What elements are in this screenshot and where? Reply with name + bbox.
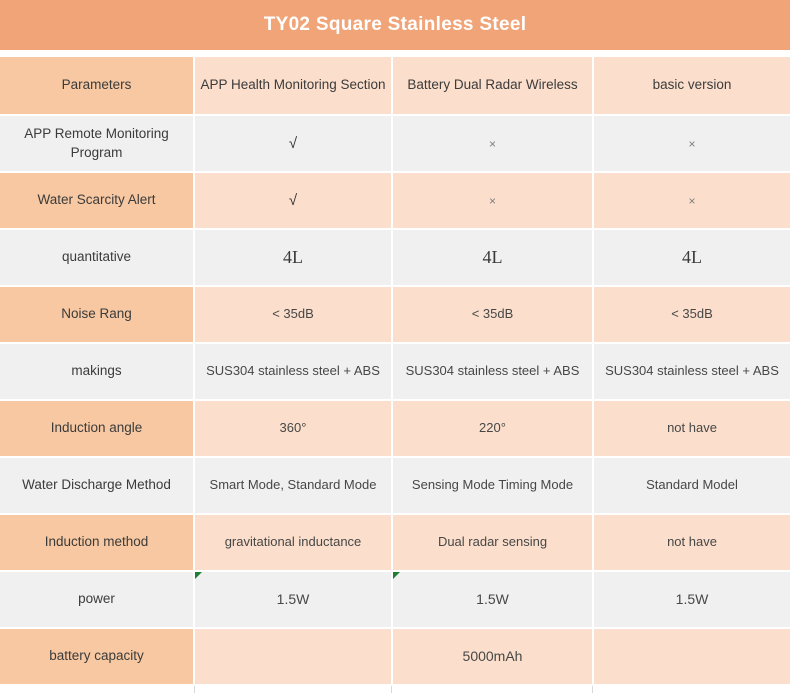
row-label: Noise Rang — [0, 287, 193, 342]
cell-value: 360° — [195, 401, 391, 456]
cell-value: Standard Model — [594, 458, 790, 513]
cell-value: < 35dB — [594, 287, 790, 342]
gridline — [391, 686, 392, 693]
row-label: Water Discharge Method — [0, 458, 193, 513]
check-mark: √ — [288, 192, 298, 209]
cell-corner-flag-icon — [195, 572, 202, 579]
row-label: APP Remote Monitoring Program — [0, 116, 193, 171]
column-header-parameters: Parameters — [0, 57, 193, 114]
cell-value-empty — [594, 629, 790, 684]
cell-value: not have — [594, 515, 790, 570]
table-row-quantitative: quantitative 4L 4L 4L — [0, 230, 790, 285]
table-row-water-discharge-method: Water Discharge Method Smart Mode, Stand… — [0, 458, 790, 513]
cell-value: 5000mAh — [393, 629, 592, 684]
cell-value: SUS304 stainless steel + ABS — [195, 344, 391, 399]
cell-value: Sensing Mode Timing Mode — [393, 458, 592, 513]
cell-value: × — [393, 173, 592, 228]
cell-value: < 35dB — [195, 287, 391, 342]
cell-value: 4L — [195, 230, 391, 285]
row-label: power — [0, 572, 193, 627]
cell-value: 4L — [393, 230, 592, 285]
spec-table: Parameters APP Health Monitoring Section… — [0, 57, 790, 684]
cell-value: 4L — [594, 230, 790, 285]
cross-mark: × — [488, 136, 496, 151]
cell-value: 1.5W — [195, 572, 391, 627]
header-row: Parameters APP Health Monitoring Section… — [0, 57, 790, 114]
table-row-power: power 1.5W 1.5W 1.5W — [0, 572, 790, 627]
row-label: Induction angle — [0, 401, 193, 456]
cell-value-empty — [195, 629, 391, 684]
row-label: battery capacity — [0, 629, 193, 684]
cell-value: √ — [195, 173, 391, 228]
row-label: quantitative — [0, 230, 193, 285]
table-row-makings: makings SUS304 stainless steel + ABS SUS… — [0, 344, 790, 399]
column-header-app-health: APP Health Monitoring Section — [195, 57, 391, 114]
cell-value: Dual radar sensing — [393, 515, 592, 570]
cross-mark: × — [688, 193, 696, 208]
check-mark: √ — [288, 135, 298, 152]
table-bottom-sliver — [0, 686, 790, 693]
cell-value: Smart Mode, Standard Mode — [195, 458, 391, 513]
row-label: Induction method — [0, 515, 193, 570]
table-row-induction-method: Induction method gravitational inductanc… — [0, 515, 790, 570]
cell-value: 220° — [393, 401, 592, 456]
cell-value: × — [594, 116, 790, 171]
cell-value: not have — [594, 401, 790, 456]
cell-value: SUS304 stainless steel + ABS — [594, 344, 790, 399]
cell-value: 1.5W — [393, 572, 592, 627]
cell-value: × — [594, 173, 790, 228]
page-title: TY02 Square Stainless Steel — [263, 14, 527, 35]
cell-value: gravitational inductance — [195, 515, 391, 570]
cell-value: 1.5W — [594, 572, 790, 627]
row-label: Water Scarcity Alert — [0, 173, 193, 228]
cell-corner-flag-icon — [393, 572, 400, 579]
cell-value: √ — [195, 116, 391, 171]
title-bar: TY02 Square Stainless Steel — [0, 0, 790, 50]
table-row-noise-rang: Noise Rang < 35dB < 35dB < 35dB — [0, 287, 790, 342]
gridline — [592, 686, 593, 693]
row-label: makings — [0, 344, 193, 399]
cell-value: × — [393, 116, 592, 171]
gridline — [194, 686, 195, 693]
column-header-battery-radar: Battery Dual Radar Wireless — [393, 57, 592, 114]
table-row-induction-angle: Induction angle 360° 220° not have — [0, 401, 790, 456]
table-row-water-scarcity-alert: Water Scarcity Alert √ × × — [0, 173, 790, 228]
cell-value: < 35dB — [393, 287, 592, 342]
cross-mark: × — [688, 136, 696, 151]
cell-value: SUS304 stainless steel + ABS — [393, 344, 592, 399]
table-row-battery-capacity: battery capacity 5000mAh — [0, 629, 790, 684]
table-row-app-remote-monitoring: APP Remote Monitoring Program √ × × — [0, 116, 790, 171]
column-header-basic: basic version — [594, 57, 790, 114]
cross-mark: × — [488, 193, 496, 208]
